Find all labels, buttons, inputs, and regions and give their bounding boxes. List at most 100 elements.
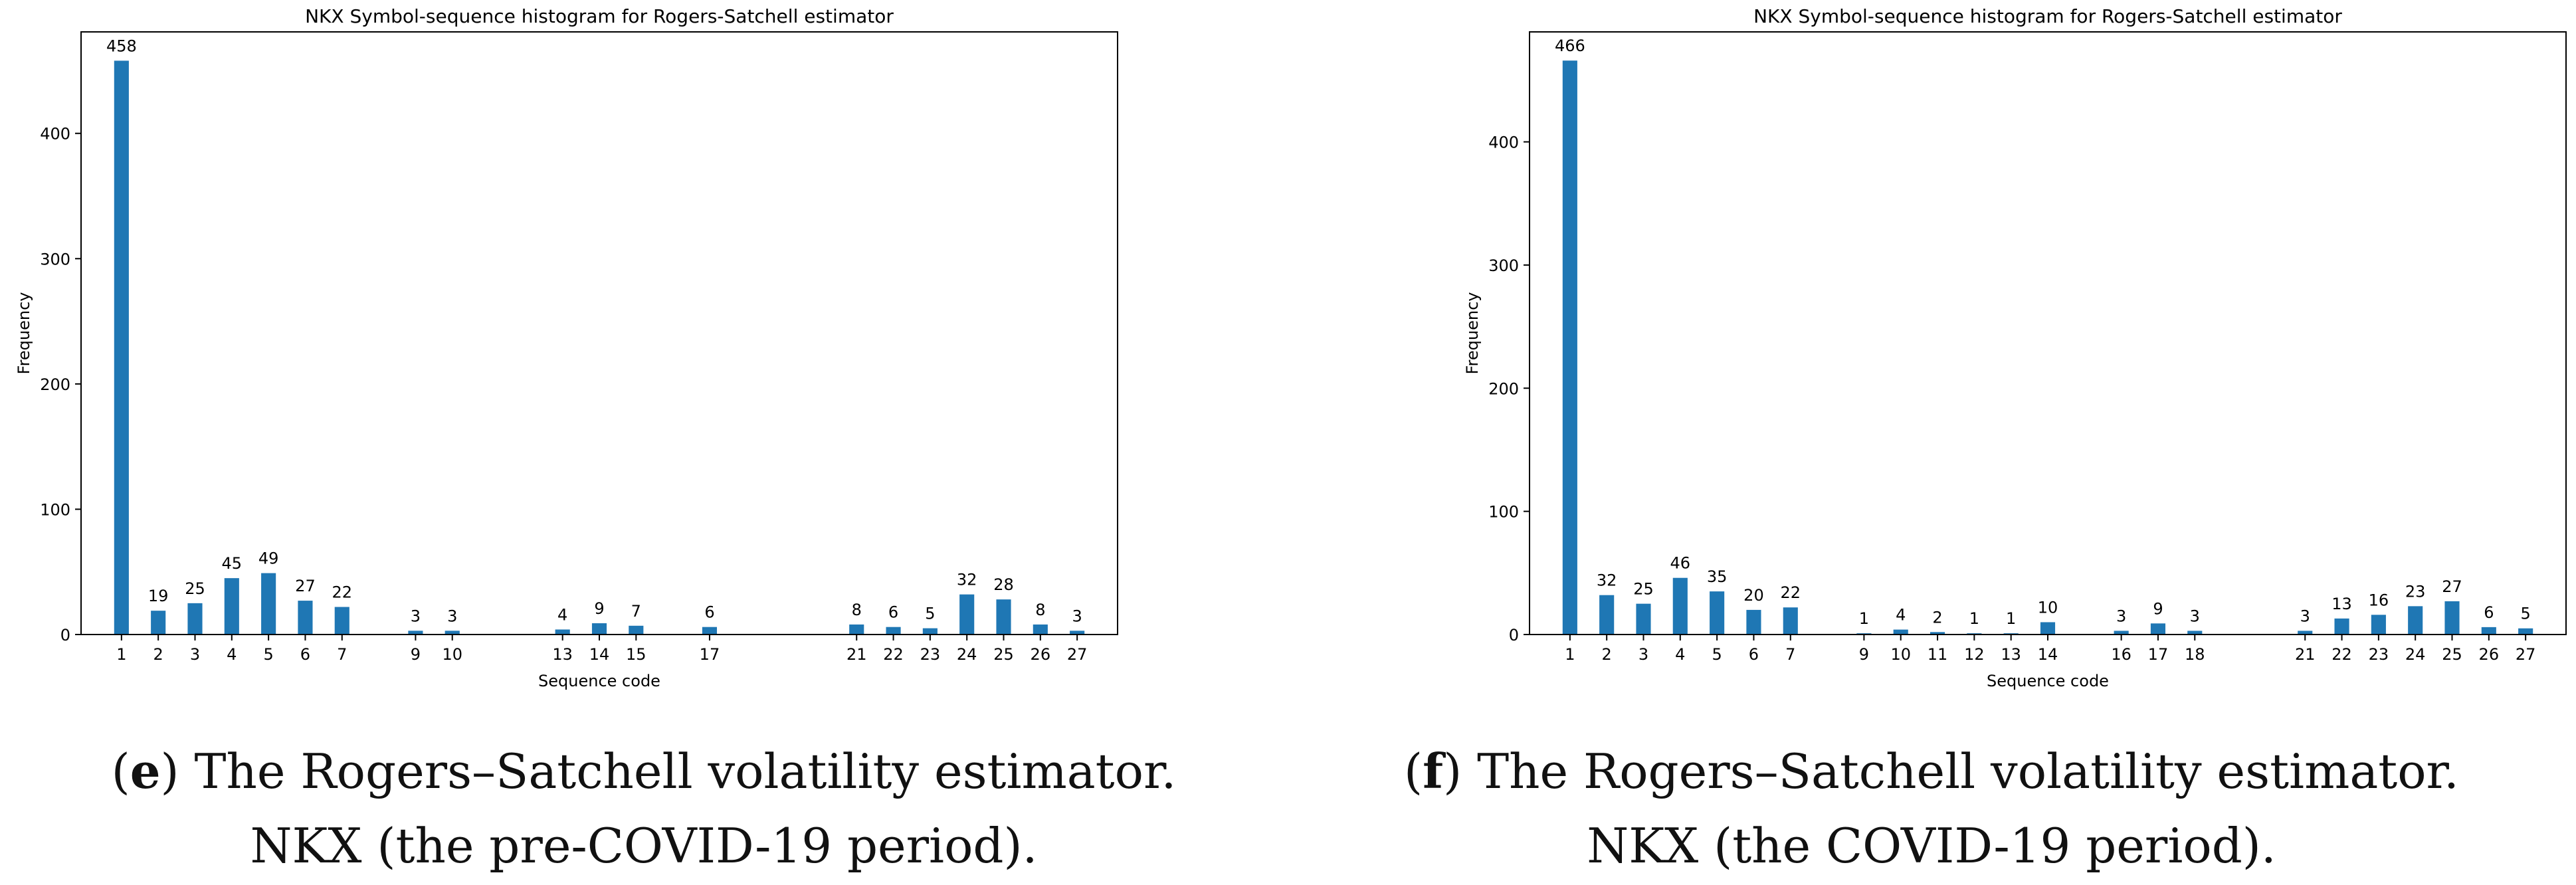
bar-1 [114,60,129,635]
bar-25 [2444,601,2460,635]
x-axis-label: Sequence code [1987,672,2109,690]
y-axis-label: Frequency [15,292,33,375]
x-tick-label: 2 [153,645,163,664]
y-tick-label: 300 [40,250,70,268]
bar-value-label: 4 [1896,606,1906,625]
bar-23 [922,628,938,635]
x-tick-label: 27 [1067,645,1088,664]
x-tick-label: 4 [227,645,237,664]
x-tick-label: 10 [442,645,462,664]
bar-value-label: 27 [2442,577,2462,596]
bar-26 [1033,624,1048,635]
x-tick-label: 3 [1638,645,1648,664]
x-tick-label: 25 [993,645,1014,664]
bar-value-label: 8 [852,601,862,619]
bar-value-label: 16 [2369,591,2389,609]
bar-22 [886,627,901,635]
bar-value-label: 3 [2190,607,2200,625]
histogram-chart-e: NKX Symbol-sequence histogram for Rogers… [15,5,1118,690]
panel-e: NKX Symbol-sequence histogram for Rogers… [0,5,1288,883]
bar-value-label: 6 [2484,603,2494,622]
x-tick-label: 16 [2111,645,2131,664]
caption-f: (f) The Rogers–Satchell volatility estim… [1288,734,2575,883]
plot-frame [80,31,1118,635]
bar-17 [702,627,718,635]
bar-value-label: 3 [1072,607,1082,625]
bar-23 [2371,615,2386,635]
bar-value-label: 1 [2006,609,2016,628]
caption-e-line2: NKX (the pre-COVID-19 period). [250,818,1038,874]
bar-value-label: 458 [106,37,137,55]
caption-e-text: The Rogers–Satchell volatility estimator… [194,743,1177,799]
bar-3 [187,603,203,635]
x-tick-label: 27 [2516,645,2536,664]
bar-value-label: 5 [2521,605,2531,623]
bar-2 [1599,595,1615,635]
bar-value-label: 5 [925,605,935,623]
bar-value-label: 32 [1597,571,1617,590]
x-tick-label: 18 [2185,645,2205,664]
bar-value-label: 28 [993,575,1014,594]
histogram-chart-f: NKX Symbol-sequence histogram for Rogers… [1463,5,2567,690]
x-tick-label: 21 [846,645,867,664]
x-tick-label: 3 [190,645,200,664]
bar-4 [1672,577,1688,635]
bar-11 [1930,632,1945,635]
y-tick-label: 0 [1509,626,1519,644]
x-tick-label: 7 [1785,645,1795,664]
bar-value-label: 9 [594,599,604,618]
y-tick-label: 100 [40,500,70,519]
bar-value-label: 6 [704,603,714,622]
bar-value-label: 27 [295,577,316,595]
x-tick-label: 15 [626,645,646,664]
chart-title: NKX Symbol-sequence histogram for Rogers… [1753,5,2342,27]
bar-7 [334,607,349,635]
caption-f-text: The Rogers–Satchell volatility estimator… [1477,743,2459,799]
bar-22 [2334,618,2349,635]
bar-value-label: 45 [222,554,243,573]
x-tick-label: 6 [300,645,310,664]
bar-value-label: 3 [2116,607,2126,625]
bar-value-label: 22 [1780,583,1801,602]
x-tick-label: 17 [700,645,720,664]
x-tick-label: 24 [957,645,977,664]
caption-e: (e) The Rogers–Satchell volatility estim… [0,734,1288,883]
bar-value-label: 466 [1555,37,1585,55]
bar-27 [2518,628,2533,635]
bar-3 [1636,603,1651,635]
caption-f-line1: (f) The Rogers–Satchell volatility estim… [1404,743,2459,799]
x-tick-label: 9 [1859,645,1869,664]
bar-value-label: 35 [1707,567,1728,586]
x-tick-label: 4 [1675,645,1685,664]
bar-6 [1746,609,1761,635]
x-tick-label: 6 [1749,645,1759,664]
bar-5 [261,573,276,635]
x-tick-label: 11 [1928,645,1948,664]
bar-value-label: 1 [1969,609,1979,628]
y-tick-label: 200 [1488,379,1519,398]
bar-14 [2040,622,2056,635]
y-tick-label: 0 [60,626,70,644]
bar-14 [591,623,607,635]
x-tick-label: 22 [2331,645,2352,664]
bar-2 [151,611,166,635]
x-tick-label: 1 [116,645,126,664]
x-tick-label: 13 [552,645,573,664]
bar-4 [224,578,239,635]
bar-value-label: 4 [557,605,567,624]
bar-value-label: 49 [258,549,279,568]
caption-f-label: f [1423,743,1444,799]
x-tick-label: 22 [883,645,904,664]
x-axis-label: Sequence code [538,672,660,690]
bar-17 [2150,623,2166,635]
x-tick-label: 9 [411,645,421,664]
y-tick-label: 400 [40,125,70,144]
bar-value-label: 25 [1633,580,1654,599]
x-tick-label: 23 [2369,645,2389,664]
x-tick-label: 26 [2479,645,2500,664]
x-tick-label: 5 [263,645,273,664]
x-tick-label: 23 [920,645,941,664]
bar-21 [2298,631,2313,635]
bar-value-label: 20 [1743,586,1764,605]
x-tick-label: 1 [1565,645,1575,664]
